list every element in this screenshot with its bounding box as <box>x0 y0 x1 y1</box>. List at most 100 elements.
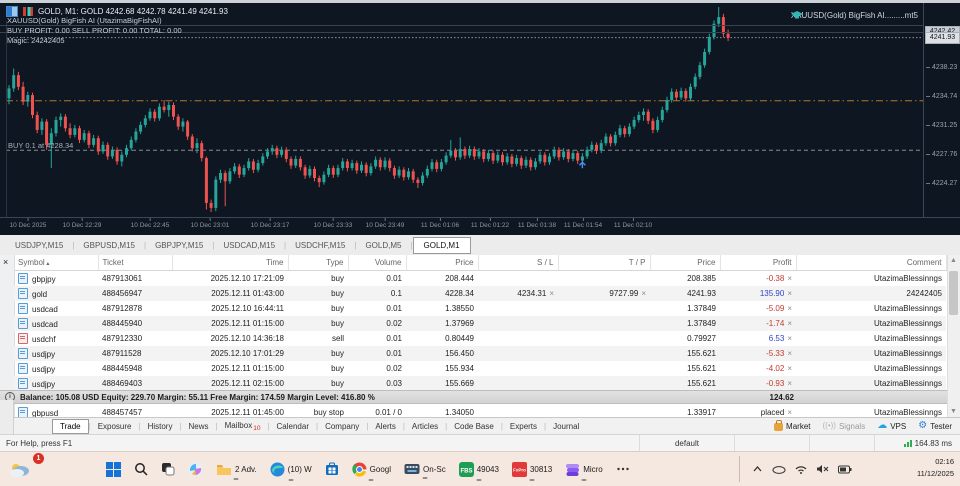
candle-body <box>223 173 227 182</box>
table-cell <box>478 361 558 376</box>
battery-icon[interactable] <box>838 465 852 474</box>
tab-trade[interactable]: Trade <box>52 418 89 434</box>
tester-button[interactable]: ⚙ Tester <box>918 420 952 431</box>
close-position-button[interactable]: × <box>787 364 792 373</box>
table-scrollbar[interactable]: ▲ ▼ <box>947 255 960 417</box>
chart-tab-usdjpy-m15[interactable]: USDJPY,M15 <box>15 240 64 250</box>
table-row-gold[interactable]: gold 488456947 2025.12.11 01:43:00 buy 0.1 42… <box>14 286 946 301</box>
scroll-up-icon[interactable]: ▲ <box>950 257 957 264</box>
taskbar-store-icon[interactable] <box>323 460 341 478</box>
tab-mailbox[interactable]: Mailbox10 <box>224 420 261 432</box>
close-position-button[interactable]: × <box>787 274 792 283</box>
table-row-gbpjpy[interactable]: gbpjpy 487913061 2025.12.10 17:21:09 buy 0.0… <box>14 271 946 287</box>
tab-alerts[interactable]: Alerts <box>375 421 396 431</box>
time-tick-label: 10 Dec 23:49 <box>365 218 405 229</box>
remove-tp-button[interactable]: × <box>641 289 646 298</box>
table-cell: 2025.12.10 17:01:29 <box>172 346 288 361</box>
chart-tab-gold-m1[interactable]: GOLD,M1 <box>412 236 471 254</box>
table-row-usdcad[interactable]: usdcad 488445940 2025.12.11 01:15:00 buy 0.0… <box>14 316 946 331</box>
wifi-icon[interactable] <box>795 465 807 474</box>
volume-muted-icon[interactable] <box>816 464 829 474</box>
table-cell: -0.93 × <box>720 376 796 391</box>
taskbar-taskview-icon[interactable] <box>159 460 177 478</box>
taskbar-fxpro-icon[interactable]: FxPro 30813 <box>510 460 554 481</box>
close-position-button[interactable]: × <box>787 349 792 358</box>
taskbar-clock[interactable]: 02:16 11/12/2025 <box>917 456 954 480</box>
onedrive-cloud-icon[interactable] <box>772 464 786 474</box>
candle-body <box>486 153 490 159</box>
tab-journal[interactable]: Journal <box>553 421 580 431</box>
column-header-profit[interactable]: Profit <box>720 255 797 271</box>
table-row-usdjpy[interactable]: usdjpy 488445948 2025.12.11 01:15:00 buy 0.0… <box>14 361 946 376</box>
taskbar-search-icon[interactable] <box>132 460 150 478</box>
chart-tab-gold-m5[interactable]: GOLD,M5 <box>365 240 402 250</box>
taskbar-edge-icon[interactable]: (10) W <box>268 460 314 481</box>
column-header-type[interactable]: Type <box>288 255 349 271</box>
taskbar-more-icon[interactable] <box>614 460 632 478</box>
candle-body <box>350 163 354 169</box>
tab-company[interactable]: Company <box>325 421 360 431</box>
chart-tab-gbpjpy-m15[interactable]: GBPJPY,M15 <box>155 240 204 250</box>
chart-tab-usdchf-m15[interactable]: USDCHF,M15 <box>295 240 346 250</box>
scrollbar-thumb[interactable] <box>949 271 958 315</box>
column-header-tp[interactable]: T / P <box>558 255 651 271</box>
close-toolbox-button[interactable]: × <box>3 257 9 267</box>
candle-body <box>425 168 429 176</box>
chart-panel[interactable]: GOLD, M1: GOLD 4242.68 4242.78 4241.49 4… <box>0 3 960 235</box>
taskbar-osk-icon[interactable]: On-Sc <box>402 461 448 479</box>
vps-button[interactable]: ☁ VPS <box>877 420 907 431</box>
table-row-usdcad[interactable]: usdcad 487912878 2025.12.10 16:44:11 buy 0.0… <box>14 301 946 316</box>
column-header-sl[interactable]: S / L <box>478 255 559 271</box>
tab-articles[interactable]: Articles <box>411 421 439 431</box>
column-header-comment[interactable]: Comment <box>796 255 947 271</box>
time-axis[interactable]: 10 Dec 2025 10 Dec 22:29 10 Dec 22:45 10 De… <box>0 217 960 235</box>
candle-body <box>251 161 255 170</box>
status-latency-cell[interactable]: 164.83 ms <box>875 435 960 452</box>
taskbar-start-icon[interactable] <box>104 460 123 479</box>
taskbar-copilot-icon[interactable] <box>186 460 205 479</box>
price-axis[interactable]: 4242.42 4241.93 4238.234234.744231.25422… <box>923 3 960 217</box>
tray-chevron-icon[interactable] <box>752 465 763 473</box>
remove-sl-button[interactable]: × <box>549 289 554 298</box>
close-position-button[interactable]: × <box>787 304 792 313</box>
candlestick-chart[interactable] <box>0 3 960 235</box>
table-row-usdjpy[interactable]: usdjpy 487911528 2025.12.10 17:01:29 buy 0.0… <box>14 346 946 361</box>
table-cell: sell <box>331 334 344 343</box>
column-header-volume[interactable]: Volume <box>348 255 407 271</box>
tab-experts[interactable]: Experts <box>509 421 538 431</box>
table-row-gbpusd[interactable]: gbpusd 488457457 2025.12.11 01:45:00 buy st… <box>14 405 946 417</box>
taskbar-weather-widget[interactable]: 1 <box>8 453 44 481</box>
tab-exposure[interactable]: Exposure <box>97 421 132 431</box>
column-header-time[interactable]: Time <box>172 255 289 271</box>
taskbar-fbs-icon[interactable]: FBS 49043 <box>457 460 501 481</box>
column-header-symbol[interactable]: Symbol ▴ <box>14 255 99 271</box>
column-header-price[interactable]: Price <box>406 255 479 271</box>
close-position-button[interactable]: × <box>787 334 792 343</box>
chart-tab-gbpusd-m15[interactable]: GBPUSD,M15 <box>83 240 135 250</box>
taskbar-micro-icon[interactable]: Micro <box>563 460 605 481</box>
tab-code-base[interactable]: Code Base <box>454 421 494 431</box>
column-header-ticket[interactable]: Ticket <box>98 255 173 271</box>
time-tick-label: 11 Dec 01:06 <box>420 218 460 229</box>
scroll-down-icon[interactable]: ▼ <box>950 408 957 415</box>
table-row-usdchf[interactable]: usdchf 487912330 2025.12.10 14:36:18 sell 0.… <box>14 331 946 346</box>
close-position-button[interactable]: × <box>787 379 792 388</box>
close-position-button[interactable]: × <box>787 408 792 417</box>
table-row-usdjpy[interactable]: usdjpy 488469403 2025.12.11 02:15:00 buy 0.0… <box>14 376 946 391</box>
market-button[interactable]: Market <box>774 420 811 431</box>
column-header-price[interactable]: Price <box>650 255 721 271</box>
status-profile-cell[interactable]: default <box>640 435 735 452</box>
chart-tab-usdcad-m15[interactable]: USDCAD,M15 <box>223 240 276 250</box>
profit-value: 6.53 <box>768 334 785 343</box>
taskbar-chrome-icon[interactable]: Googl <box>350 460 393 481</box>
candle-body <box>726 33 730 38</box>
signals-button[interactable]: ((•)) Signals <box>822 421 866 431</box>
taskbar-folder-icon[interactable]: 2 Adv. <box>214 461 259 480</box>
close-position-button[interactable]: × <box>787 289 792 298</box>
tab-history[interactable]: History <box>147 421 173 431</box>
tab-news[interactable]: News <box>188 421 209 431</box>
tab-calendar[interactable]: Calendar <box>276 421 309 431</box>
close-position-button[interactable]: × <box>787 319 792 328</box>
table-cell <box>558 301 650 316</box>
